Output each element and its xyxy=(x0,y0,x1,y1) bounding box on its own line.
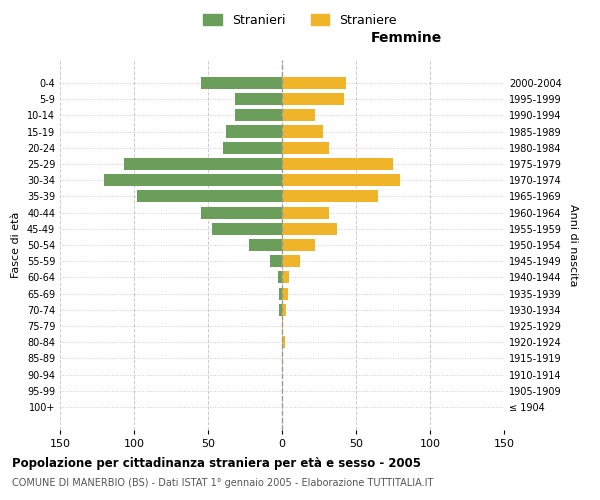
Bar xyxy=(250,239,282,251)
Bar xyxy=(104,174,282,186)
Bar xyxy=(200,77,282,89)
Text: Femmine: Femmine xyxy=(371,31,442,45)
Bar xyxy=(282,93,344,105)
Y-axis label: Anni di nascita: Anni di nascita xyxy=(568,204,578,286)
Bar xyxy=(282,336,285,348)
Bar xyxy=(278,272,282,283)
Bar xyxy=(282,239,314,251)
Bar xyxy=(282,109,314,122)
Bar xyxy=(270,255,282,268)
Bar xyxy=(282,255,300,268)
Bar xyxy=(282,142,329,154)
Bar xyxy=(137,190,282,202)
Bar xyxy=(223,142,282,154)
Bar xyxy=(282,272,289,283)
Y-axis label: Fasce di età: Fasce di età xyxy=(11,212,21,278)
Bar xyxy=(282,206,329,218)
Bar xyxy=(282,320,283,332)
Bar xyxy=(124,158,282,170)
Text: COMUNE DI MANERBIO (BS) - Dati ISTAT 1° gennaio 2005 - Elaborazione TUTTITALIA.I: COMUNE DI MANERBIO (BS) - Dati ISTAT 1° … xyxy=(12,478,433,488)
Bar xyxy=(235,109,282,122)
Bar xyxy=(282,190,378,202)
Bar xyxy=(235,93,282,105)
Bar xyxy=(200,206,282,218)
Bar xyxy=(282,126,323,138)
Bar xyxy=(282,222,337,235)
Text: Popolazione per cittadinanza straniera per età e sesso - 2005: Popolazione per cittadinanza straniera p… xyxy=(12,458,421,470)
Bar xyxy=(279,288,282,300)
Bar xyxy=(212,222,282,235)
Bar xyxy=(282,304,286,316)
Legend: Stranieri, Straniere: Stranieri, Straniere xyxy=(198,8,402,32)
Bar xyxy=(282,288,288,300)
Bar xyxy=(279,304,282,316)
Bar xyxy=(282,77,346,89)
Bar xyxy=(226,126,282,138)
Bar xyxy=(282,352,283,364)
Bar xyxy=(282,158,393,170)
Bar xyxy=(282,174,400,186)
